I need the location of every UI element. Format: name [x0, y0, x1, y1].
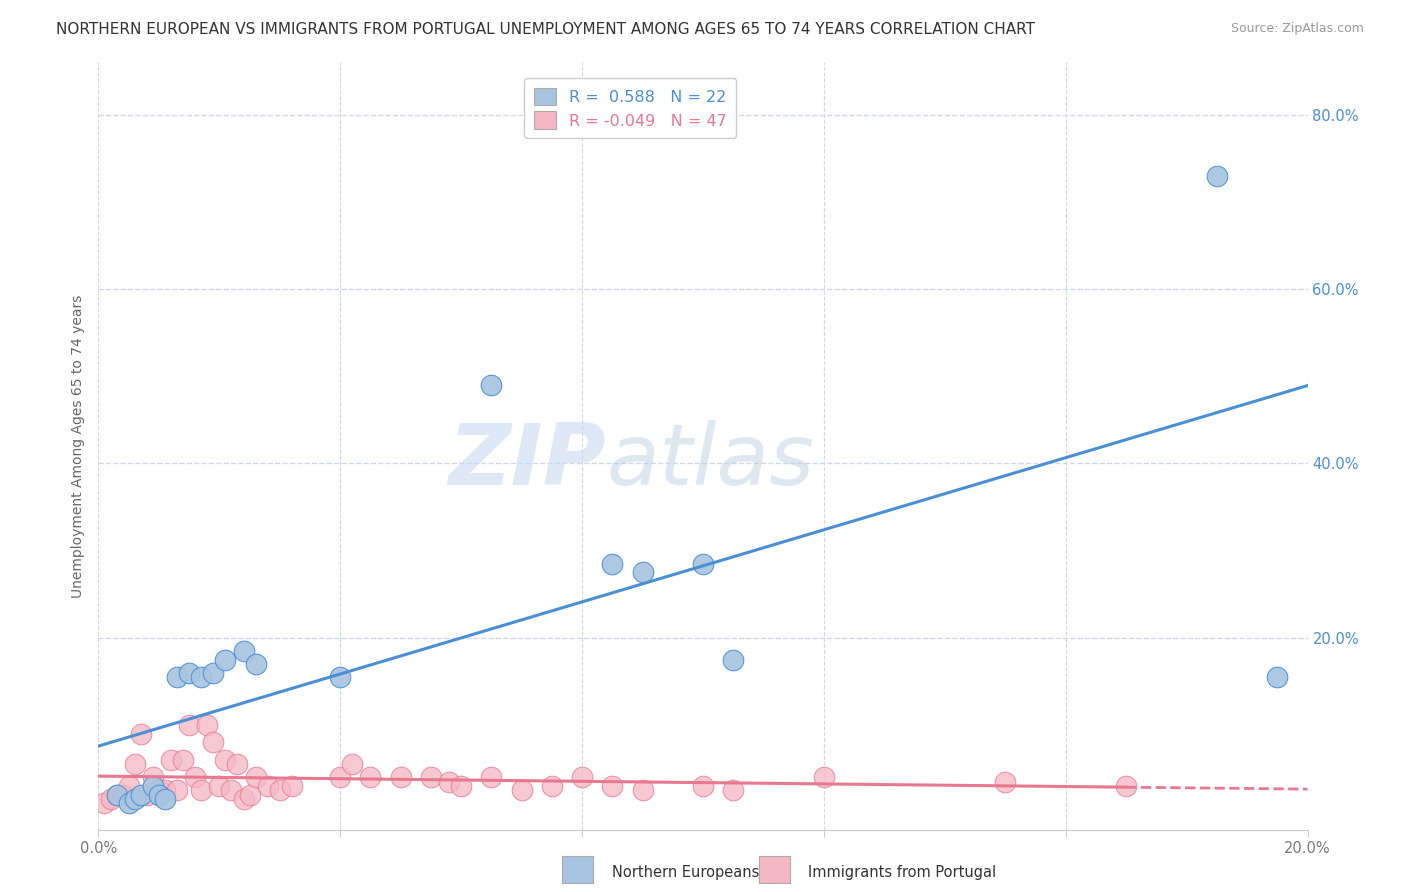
- Point: [329, 770, 352, 784]
- Point: [269, 783, 291, 797]
- Point: [481, 770, 503, 784]
- Point: [160, 753, 183, 767]
- Point: [214, 753, 236, 767]
- Point: [135, 788, 157, 802]
- Point: [221, 783, 243, 797]
- Point: [1115, 779, 1137, 793]
- Point: [208, 779, 231, 793]
- Point: [179, 718, 201, 732]
- Legend: R =  0.588   N = 22, R = -0.049   N = 47: R = 0.588 N = 22, R = -0.049 N = 47: [524, 78, 737, 138]
- Text: Immigrants from Portugal: Immigrants from Portugal: [808, 865, 997, 880]
- Point: [142, 770, 165, 784]
- Point: [540, 779, 562, 793]
- Text: atlas: atlas: [606, 420, 814, 503]
- Point: [195, 718, 218, 732]
- Point: [723, 652, 745, 666]
- Point: [105, 788, 128, 802]
- Point: [118, 779, 141, 793]
- Point: [281, 779, 304, 793]
- Text: Source: ZipAtlas.com: Source: ZipAtlas.com: [1230, 22, 1364, 36]
- Point: [111, 788, 134, 802]
- Point: [100, 792, 122, 806]
- Point: [420, 770, 443, 784]
- Point: [602, 779, 624, 793]
- Point: [190, 670, 212, 684]
- Point: [148, 783, 170, 797]
- Point: [692, 557, 714, 571]
- Point: [214, 652, 236, 666]
- Point: [602, 557, 624, 571]
- Y-axis label: Unemployment Among Ages 65 to 74 years: Unemployment Among Ages 65 to 74 years: [70, 294, 84, 598]
- Text: Northern Europeans: Northern Europeans: [612, 865, 759, 880]
- Point: [692, 779, 714, 793]
- Point: [437, 774, 460, 789]
- Point: [631, 783, 654, 797]
- Point: [631, 566, 654, 580]
- Point: [202, 665, 225, 680]
- Point: [153, 783, 176, 797]
- Point: [232, 792, 254, 806]
- Point: [510, 783, 533, 797]
- Point: [184, 770, 207, 784]
- Point: [450, 779, 472, 793]
- Point: [360, 770, 382, 784]
- Point: [124, 757, 146, 772]
- Point: [166, 670, 188, 684]
- Point: [129, 726, 152, 740]
- Point: [813, 770, 835, 784]
- Point: [118, 797, 141, 811]
- Point: [226, 757, 249, 772]
- Point: [1267, 670, 1289, 684]
- Point: [239, 788, 262, 802]
- Point: [172, 753, 194, 767]
- Point: [994, 774, 1017, 789]
- Point: [166, 783, 188, 797]
- Point: [389, 770, 412, 784]
- Text: ZIP: ZIP: [449, 420, 606, 503]
- Point: [148, 788, 170, 802]
- Point: [329, 670, 352, 684]
- Point: [153, 792, 176, 806]
- Point: [129, 788, 152, 802]
- Point: [124, 792, 146, 806]
- Point: [93, 797, 115, 811]
- Point: [190, 783, 212, 797]
- Point: [571, 770, 593, 784]
- Point: [245, 657, 267, 671]
- Text: NORTHERN EUROPEAN VS IMMIGRANTS FROM PORTUGAL UNEMPLOYMENT AMONG AGES 65 TO 74 Y: NORTHERN EUROPEAN VS IMMIGRANTS FROM POR…: [56, 22, 1035, 37]
- Point: [1206, 169, 1229, 183]
- Point: [179, 665, 201, 680]
- Point: [232, 644, 254, 658]
- Point: [105, 788, 128, 802]
- Point: [342, 757, 364, 772]
- Point: [723, 783, 745, 797]
- Point: [202, 735, 225, 749]
- Point: [481, 378, 503, 392]
- Point: [245, 770, 267, 784]
- Point: [142, 779, 165, 793]
- Point: [256, 779, 278, 793]
